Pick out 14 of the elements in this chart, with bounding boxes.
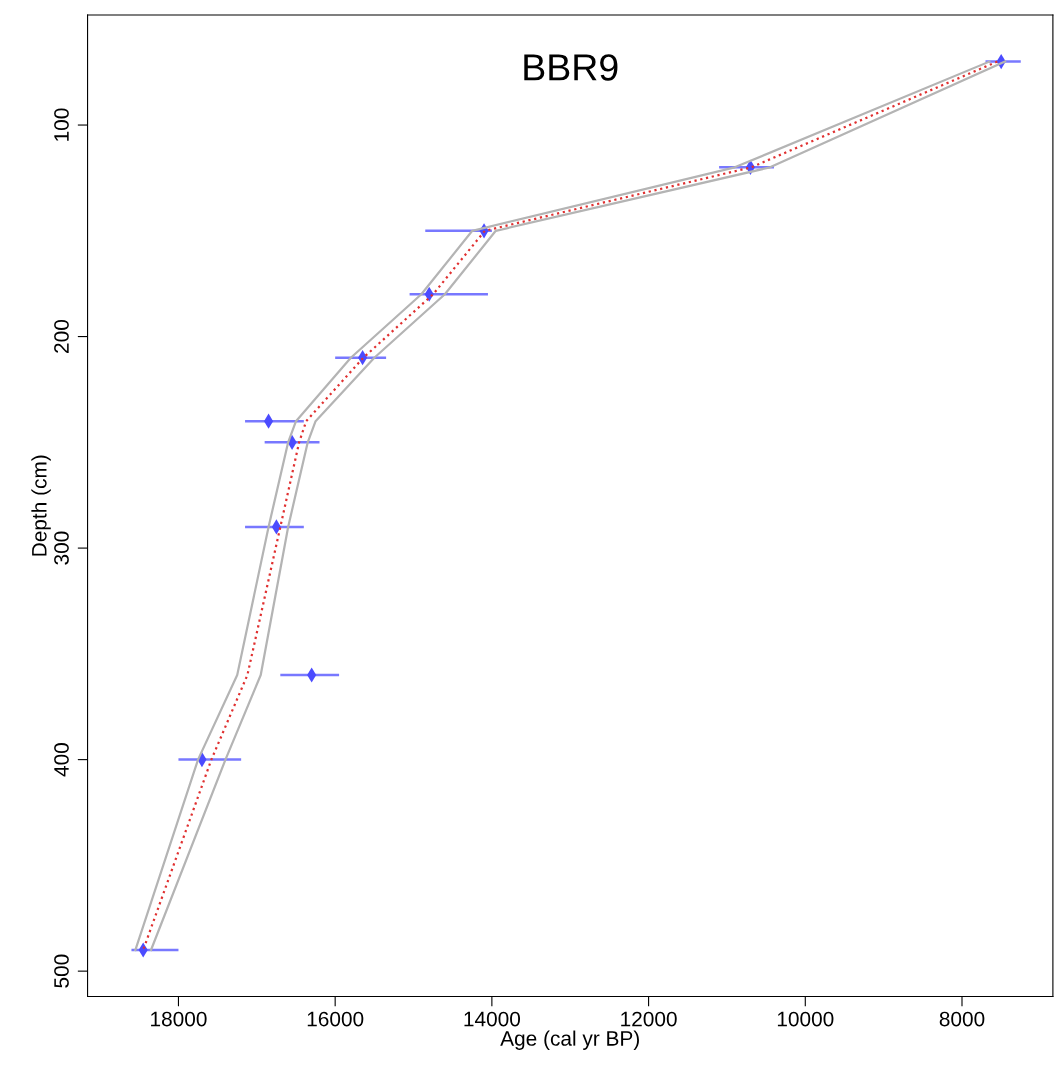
- x-tick-label: 18000: [151, 1011, 207, 1027]
- y-tick-label: 400: [54, 743, 69, 777]
- x-tick-label: 10000: [777, 1011, 834, 1027]
- x-tick-label: 12000: [621, 1011, 677, 1027]
- x-tick-label: 16000: [307, 1011, 364, 1027]
- y-tick-label: 300: [54, 531, 69, 565]
- x-tick-label: 14000: [464, 1011, 521, 1027]
- text: BBR9: [524, 54, 618, 81]
- y-tick-label: 500: [54, 954, 69, 988]
- y-tick-label: 200: [54, 320, 69, 353]
- y-tick-label: 100: [54, 108, 69, 141]
- x-axis-title: Age (cal yr BP): [500, 1030, 639, 1050]
- y-axis-title: Depth (cm): [31, 455, 51, 556]
- x-tick-label: 8000: [939, 1011, 985, 1027]
